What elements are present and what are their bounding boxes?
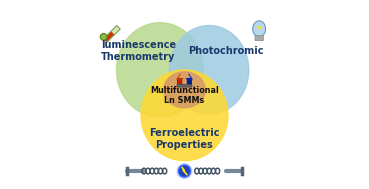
Text: Ferroelectric
Properties: Ferroelectric Properties [149, 128, 220, 150]
Text: Multifunctional
Ln SMMs: Multifunctional Ln SMMs [150, 86, 219, 105]
Circle shape [100, 33, 107, 40]
Ellipse shape [253, 21, 266, 37]
FancyBboxPatch shape [177, 84, 192, 87]
Bar [104, 32, 114, 42]
Ellipse shape [117, 23, 203, 117]
FancyBboxPatch shape [187, 78, 192, 86]
Ellipse shape [164, 72, 205, 108]
Bar [103, 26, 120, 42]
Text: luminescence
Thermometry: luminescence Thermometry [101, 40, 176, 62]
Ellipse shape [169, 26, 249, 114]
Circle shape [176, 163, 193, 179]
Text: Photochromic: Photochromic [188, 46, 264, 56]
FancyBboxPatch shape [255, 36, 263, 41]
Circle shape [179, 165, 190, 177]
Ellipse shape [141, 70, 228, 161]
FancyBboxPatch shape [177, 78, 182, 86]
